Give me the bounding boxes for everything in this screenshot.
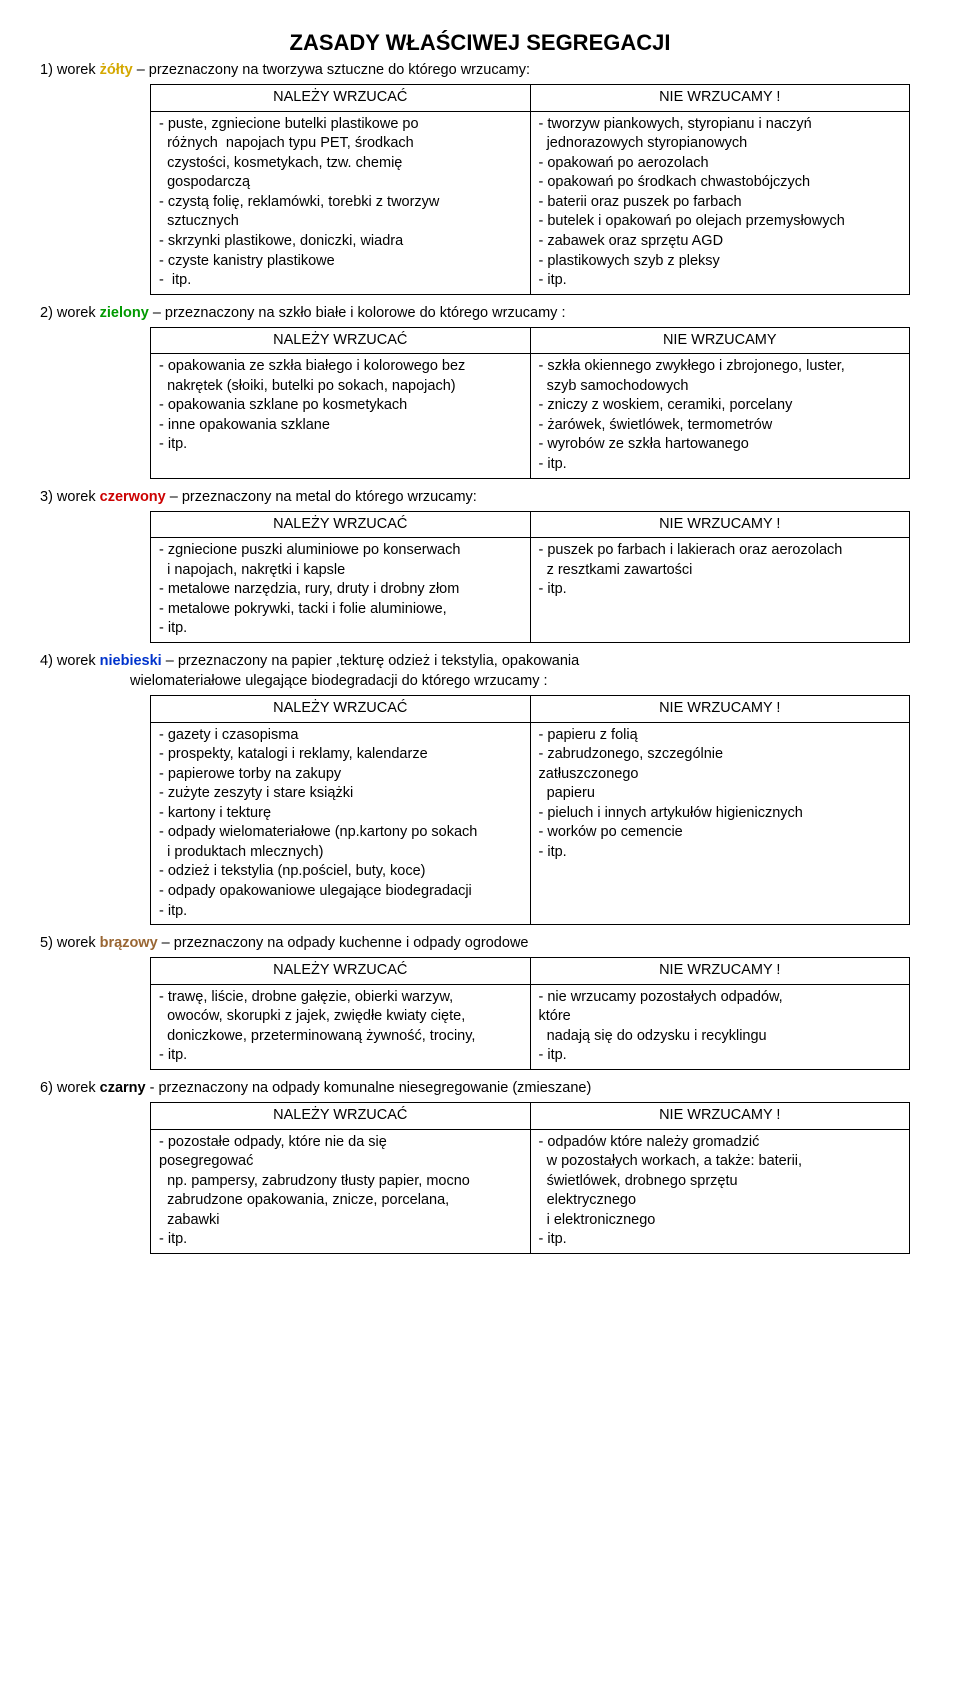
col-header-right: NIE WRZUCAMY ! xyxy=(530,1102,910,1129)
bag-suffix: - przeznaczony na odpady komunalne niese… xyxy=(146,1080,592,1096)
bag-color-label: niebieski xyxy=(100,653,162,669)
section-intro: 3) worek czerwony – przeznaczony na meta… xyxy=(40,489,920,505)
cell-allowed: - trawę, liście, drobne gałęzie, obierki… xyxy=(151,984,531,1069)
col-header-left: NALEŻY WRZUCAĆ xyxy=(151,511,531,538)
col-header-right: NIE WRZUCAMY ! xyxy=(530,511,910,538)
bag-prefix: 1) worek xyxy=(40,62,100,78)
cell-not-allowed: - papieru z folią - zabrudzonego, szczeg… xyxy=(530,722,910,925)
bag-prefix: 2) worek xyxy=(40,305,100,321)
cell-not-allowed: - puszek po farbach i lakierach oraz aer… xyxy=(530,538,910,643)
bag-suffix: – przeznaczony na tworzywa sztuczne do k… xyxy=(133,62,530,78)
segregation-table: NALEŻY WRZUCAĆNIE WRZUCAMY !- zgniecione… xyxy=(150,511,910,643)
cell-not-allowed: - nie wrzucamy pozostałych odpadów, któr… xyxy=(530,984,910,1069)
bag-color-label: czerwony xyxy=(100,489,166,505)
cell-allowed: - gazety i czasopisma - prospekty, katal… xyxy=(151,722,531,925)
segregation-table: NALEŻY WRZUCAĆNIE WRZUCAMY- opakowania z… xyxy=(150,327,910,479)
bag-prefix: 6) worek xyxy=(40,1080,100,1096)
section-intro: 2) worek zielony – przeznaczony na szkło… xyxy=(40,305,920,321)
section-intro-sub: wielomateriałowe ulegające biodegradacji… xyxy=(130,673,920,689)
bag-prefix: 3) worek xyxy=(40,489,100,505)
bag-suffix: – przeznaczony na szkło białe i kolorowe… xyxy=(149,305,566,321)
segregation-table: NALEŻY WRZUCAĆNIE WRZUCAMY !- pozostałe … xyxy=(150,1102,910,1254)
segregation-table: NALEŻY WRZUCAĆNIE WRZUCAMY !- gazety i c… xyxy=(150,695,910,925)
bag-suffix: – przeznaczony na papier ,tekturę odzież… xyxy=(162,653,580,669)
cell-allowed: - zgniecione puszki aluminiowe po konser… xyxy=(151,538,531,643)
section-intro: 5) worek brązowy – przeznaczony na odpad… xyxy=(40,935,920,951)
col-header-left: NALEŻY WRZUCAĆ xyxy=(151,85,531,112)
bag-color-label: brązowy xyxy=(100,935,158,951)
col-header-left: NALEŻY WRZUCAĆ xyxy=(151,327,531,354)
bag-color-label: zielony xyxy=(100,305,149,321)
col-header-left: NALEŻY WRZUCAĆ xyxy=(151,695,531,722)
col-header-right: NIE WRZUCAMY ! xyxy=(530,958,910,985)
col-header-right: NIE WRZUCAMY ! xyxy=(530,695,910,722)
cell-not-allowed: - szkła okiennego zwykłego i zbrojonego,… xyxy=(530,354,910,478)
cell-allowed: - pozostałe odpady, które nie da się pos… xyxy=(151,1129,531,1253)
segregation-table: NALEŻY WRZUCAĆNIE WRZUCAMY !- trawę, liś… xyxy=(150,957,910,1070)
bag-color-label: żółty xyxy=(100,62,133,78)
page-title: ZASADY WŁAŚCIWEJ SEGREGACJI xyxy=(40,30,920,56)
bag-color-label: czarny xyxy=(100,1080,146,1096)
col-header-left: NALEŻY WRZUCAĆ xyxy=(151,1102,531,1129)
col-header-left: NALEŻY WRZUCAĆ xyxy=(151,958,531,985)
cell-allowed: - opakowania ze szkła białego i kolorowe… xyxy=(151,354,531,478)
cell-not-allowed: - odpadów które należy gromadzić w pozos… xyxy=(530,1129,910,1253)
cell-not-allowed: - tworzyw piankowych, styropianu i naczy… xyxy=(530,111,910,294)
segregation-table: NALEŻY WRZUCAĆNIE WRZUCAMY !- puste, zgn… xyxy=(150,84,910,295)
section-intro: 1) worek żółty – przeznaczony na tworzyw… xyxy=(40,62,920,78)
section-intro: 4) worek niebieski – przeznaczony na pap… xyxy=(40,653,920,669)
cell-allowed: - puste, zgniecione butelki plastikowe p… xyxy=(151,111,531,294)
col-header-right: NIE WRZUCAMY xyxy=(530,327,910,354)
bag-prefix: 5) worek xyxy=(40,935,100,951)
bag-suffix: – przeznaczony na odpady kuchenne i odpa… xyxy=(158,935,529,951)
bag-suffix: – przeznaczony na metal do którego wrzuc… xyxy=(166,489,477,505)
section-intro: 6) worek czarny - przeznaczony na odpady… xyxy=(40,1080,920,1096)
bag-prefix: 4) worek xyxy=(40,653,100,669)
col-header-right: NIE WRZUCAMY ! xyxy=(530,85,910,112)
